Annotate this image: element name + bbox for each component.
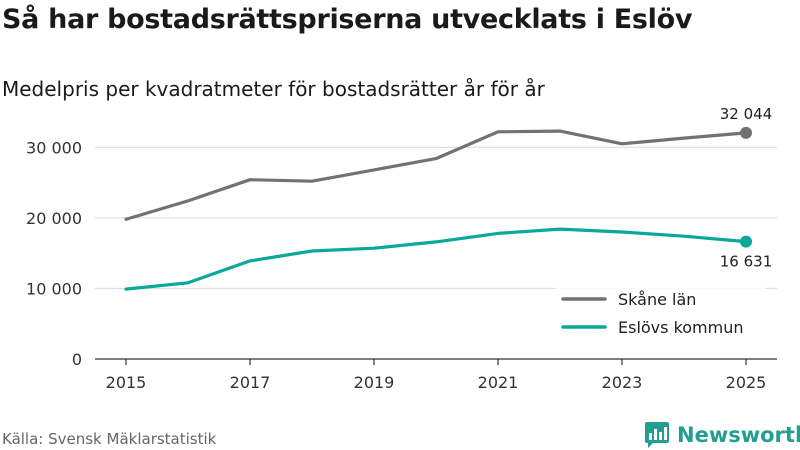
- x-tick-label: 2025: [726, 373, 767, 392]
- chart-title: Så har bostadsrättspriserna utvecklats i…: [2, 4, 693, 35]
- line-chart: 0 10 000 20 000 30 000 2015 2017 2019 2021 2023…: [26, 105, 777, 392]
- end-label-eslov: 16 631: [720, 253, 773, 271]
- y-tick-label: 0: [72, 350, 82, 369]
- series-line-eslov: [124, 227, 748, 291]
- end-labels: 32 044 16 631: [720, 105, 773, 271]
- bar-chart-logo-icon: [645, 422, 669, 448]
- brand-name: Newsworthy: [677, 423, 800, 447]
- x-tick-label: 2017: [230, 373, 271, 392]
- endpoint-skane: [740, 126, 752, 139]
- x-tick-label: 2021: [478, 373, 519, 392]
- endpoint-eslov: [740, 235, 752, 248]
- chart-subtitle: Medelpris per kvadratmeter för bostadsrä…: [2, 77, 545, 101]
- x-tick-label: 2019: [354, 373, 395, 392]
- y-tick-labels: 0 10 000 20 000 30 000: [26, 138, 82, 369]
- y-tick-label: 10 000: [26, 279, 82, 298]
- x-tick-label: 2023: [602, 373, 643, 392]
- source-note: Källa: Svensk Mäklarstatistik: [2, 430, 217, 448]
- x-tick-label: 2015: [106, 373, 147, 392]
- y-tick-label: 30 000: [26, 138, 82, 157]
- legend-label-eslov: Eslövs kommun: [618, 318, 744, 337]
- series-lines: [124, 126, 752, 291]
- end-label-skane: 32 044: [720, 105, 773, 123]
- x-axis: 2015 2017 2019 2021 2023 2025: [95, 358, 777, 392]
- legend: Skåne län Eslövs kommun: [556, 286, 766, 340]
- grid-lines: [95, 146, 777, 289]
- series-line-skane: [124, 129, 748, 221]
- y-tick-label: 20 000: [26, 209, 82, 228]
- legend-label-skane: Skåne län: [618, 290, 696, 309]
- brand-logo: Newsworthy: [644, 421, 800, 449]
